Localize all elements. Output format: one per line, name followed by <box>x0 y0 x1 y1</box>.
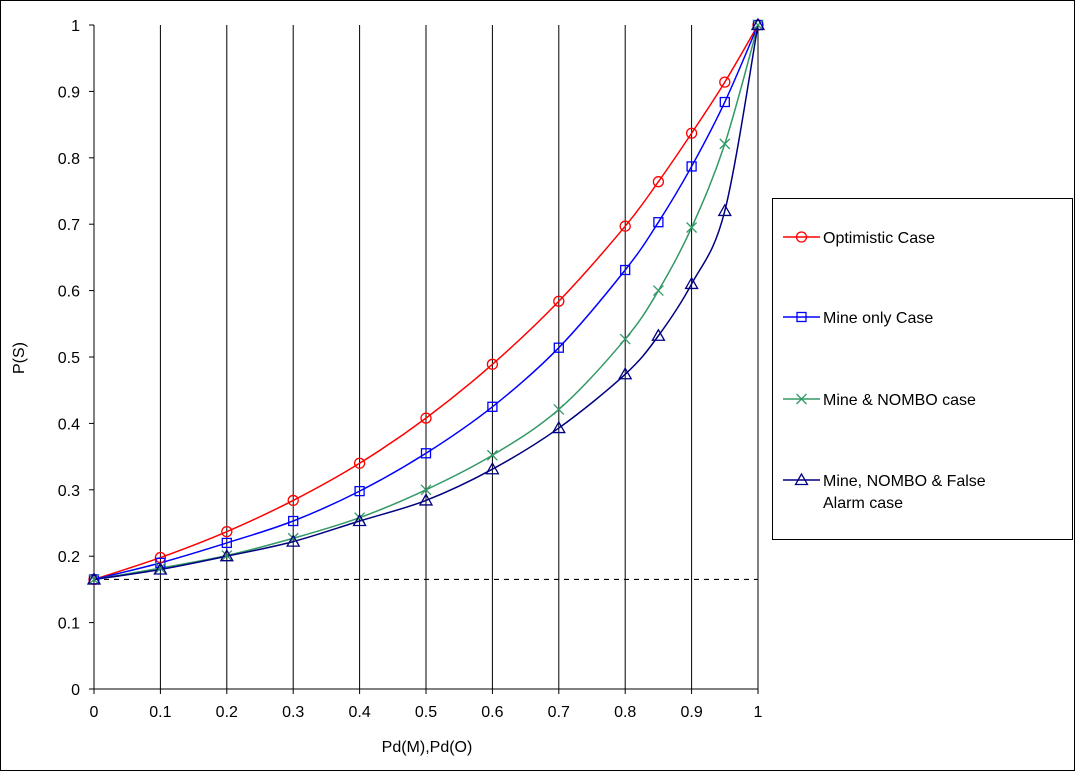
data-point-circle <box>221 525 233 538</box>
y-tick-label: 0.1 <box>58 616 80 633</box>
data-point-square <box>354 485 365 497</box>
data-point-triangle <box>551 420 566 434</box>
legend: Optimistic Case Mine only Case Mine & NOMB… <box>772 198 1073 540</box>
data-point-triangle <box>352 513 367 527</box>
y-tick-label: 0.6 <box>58 284 80 301</box>
x-axis-label: Pd(M),Pd(O) <box>382 739 473 756</box>
x-tick-label: 0.9 <box>680 704 702 721</box>
x-tick-label: 0.6 <box>481 704 503 721</box>
data-point-x <box>619 333 631 345</box>
data-point-x <box>553 403 565 415</box>
x-tick-label: 0.8 <box>614 704 636 721</box>
data-point-x <box>154 562 166 574</box>
data-point-x <box>486 449 498 461</box>
data-point-triangle <box>651 328 666 341</box>
x-tick-label: 1 <box>754 704 763 721</box>
data-point-triangle <box>153 562 168 575</box>
data-point-square <box>221 537 232 549</box>
data-point-x <box>719 138 731 150</box>
data-point-square <box>288 515 299 527</box>
x-tick-label: 0.5 <box>415 704 437 721</box>
data-point-x <box>221 550 233 561</box>
data-point-triangle <box>86 572 102 585</box>
y-tick-label: 0.8 <box>58 151 80 168</box>
data-point-square <box>620 264 631 276</box>
series-line-1 <box>93 24 759 581</box>
data-point-square <box>487 401 498 412</box>
data-point-triangle <box>485 461 500 475</box>
legend-entries: Optimistic Case Mine only Case Mine & NOMB… <box>783 230 986 512</box>
data-point-x <box>420 484 432 496</box>
grid-lines <box>159 25 759 689</box>
data-point-square <box>553 342 564 353</box>
data-point-circle <box>685 127 698 139</box>
legend-marker-x <box>796 393 807 405</box>
x-tick-label: 0.3 <box>282 704 304 721</box>
legend-marker-triangle <box>794 472 809 486</box>
y-tick-labels: 0 0.1 0.2 0.3 0.4 0.5 0.6 0.7 0.8 0.9 1 <box>58 18 80 699</box>
y-tick-label: 0 <box>71 682 80 699</box>
data-point-square <box>420 448 432 459</box>
y-tick-label: 0.7 <box>58 217 80 234</box>
y-tick-label: 0.9 <box>58 84 80 101</box>
legend-label: Mine, NOMBO & False <box>823 473 986 490</box>
y-tick-label: 0.5 <box>58 350 80 367</box>
axes <box>89 24 759 694</box>
y-tick-label: 1 <box>71 18 80 35</box>
data-point-circle <box>353 457 366 469</box>
y-axis-label: P(S) <box>11 342 28 374</box>
x-tick-label: 0.2 <box>216 704 238 721</box>
data-point-square <box>719 96 730 108</box>
x-tick-label: 0 <box>90 704 99 721</box>
data-point-triangle <box>618 366 633 380</box>
legend-label: Alarm case <box>823 495 903 512</box>
legend-label: Mine & NOMBO case <box>823 392 976 409</box>
data-point-triangle <box>219 548 234 562</box>
y-tick-label: 0.3 <box>58 483 80 500</box>
data-point-square <box>653 217 664 228</box>
data-point-circle <box>553 295 565 307</box>
data-point-x <box>88 573 100 585</box>
series-line-2 <box>93 24 759 581</box>
data-point-square <box>686 161 697 172</box>
data-point-x <box>752 19 764 31</box>
x-tick-labels: 0 0.1 0.2 0.3 0.4 0.5 0.6 0.7 0.8 0.9 1 <box>90 704 763 721</box>
data-point-circle <box>619 220 631 232</box>
data-point-triangle <box>286 534 301 547</box>
legend-marker-square <box>796 311 807 323</box>
x-tick-label: 0.7 <box>548 704 570 721</box>
data-point-circle <box>486 358 499 370</box>
legend-label: Mine only Case <box>823 310 933 327</box>
series-markers <box>86 17 766 586</box>
legend-label: Optimistic Case <box>823 230 935 247</box>
data-point-triangle <box>717 203 732 217</box>
y-tick-label: 0.4 <box>58 416 80 433</box>
data-point-circle <box>420 412 432 424</box>
data-point-x <box>652 285 664 297</box>
data-point-triangle <box>418 493 434 506</box>
y-tick-label: 0.2 <box>58 549 80 566</box>
x-tick-label: 0.1 <box>149 704 171 721</box>
legend-marker-circle <box>795 231 808 243</box>
data-point-x <box>686 222 698 233</box>
data-point-circle <box>652 176 665 188</box>
data-point-circle <box>287 494 299 507</box>
x-tick-label: 0.4 <box>348 704 370 721</box>
data-point-triangle <box>684 276 699 290</box>
data-point-triangle <box>750 17 766 31</box>
data-point-circle <box>719 76 731 88</box>
